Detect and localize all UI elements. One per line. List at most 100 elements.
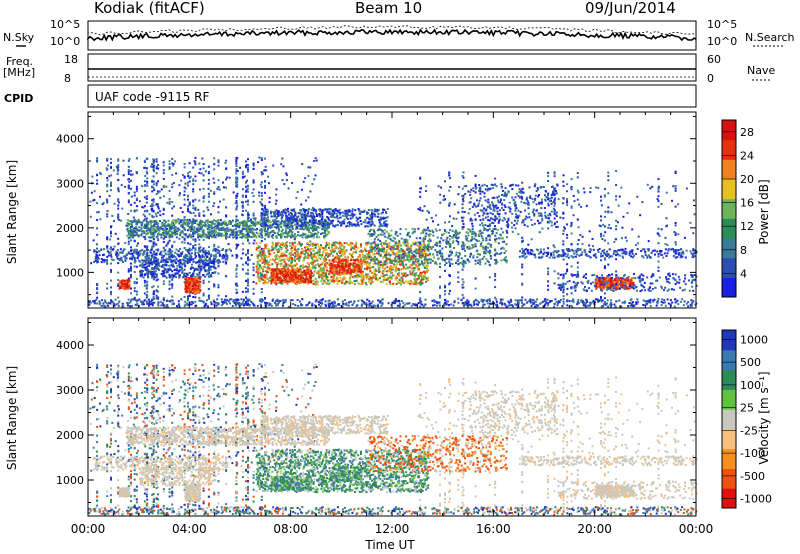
data-pixel xyxy=(300,226,303,229)
data-pixel xyxy=(146,231,149,233)
data-pixel xyxy=(477,301,480,304)
data-pixel xyxy=(453,203,456,206)
data-pixel xyxy=(181,231,184,234)
data-pixel xyxy=(325,241,328,244)
data-pixel xyxy=(236,236,239,239)
data-pixel xyxy=(657,266,660,269)
data-pixel xyxy=(91,175,94,178)
data-pixel xyxy=(181,251,184,254)
data-pixel xyxy=(433,299,435,302)
data-pixel xyxy=(213,163,216,165)
data-pixel xyxy=(245,209,247,212)
data-pixel xyxy=(494,275,497,278)
data-pixel xyxy=(258,220,261,223)
data-pixel xyxy=(154,253,157,256)
data-pixel xyxy=(328,226,330,228)
data-pixel xyxy=(135,265,138,268)
data-pixel xyxy=(314,264,317,267)
data-pixel xyxy=(117,188,120,191)
data-pixel xyxy=(647,301,650,304)
data-pixel xyxy=(423,250,426,252)
data-pixel xyxy=(277,220,280,223)
data-pixel xyxy=(607,179,610,182)
data-pixel xyxy=(118,201,120,204)
data-pixel xyxy=(488,305,491,308)
data-pixel xyxy=(207,187,210,190)
data-pixel xyxy=(588,230,591,233)
data-pixel xyxy=(127,213,130,215)
data-pixel xyxy=(252,179,255,182)
data-pixel xyxy=(262,225,265,228)
data-pixel xyxy=(142,206,145,209)
data-pixel xyxy=(192,218,195,221)
data-pixel xyxy=(186,195,189,198)
data-pixel xyxy=(368,300,371,303)
data-pixel xyxy=(589,187,592,189)
data-pixel xyxy=(145,285,148,288)
data-pixel xyxy=(219,222,222,225)
data-pixel xyxy=(155,182,158,185)
data-pixel xyxy=(279,211,281,214)
data-pixel xyxy=(157,180,160,183)
data-pixel xyxy=(168,273,171,276)
data-pixel xyxy=(607,263,610,266)
data-pixel xyxy=(222,181,224,184)
data-pixel xyxy=(306,236,309,239)
data-pixel xyxy=(113,304,116,307)
data-pixel xyxy=(282,302,285,305)
data-pixel xyxy=(202,196,205,199)
data-pixel xyxy=(576,189,579,192)
data-pixel xyxy=(280,214,283,217)
data-pixel xyxy=(215,227,218,230)
data-pixel xyxy=(246,236,249,239)
data-pixel xyxy=(367,221,370,223)
data-pixel xyxy=(196,273,199,276)
data-pixel xyxy=(577,299,580,301)
data-pixel xyxy=(312,229,315,232)
data-pixel xyxy=(189,267,192,270)
data-pixel xyxy=(124,255,127,258)
data-pixel xyxy=(207,165,210,168)
data-pixel xyxy=(171,214,174,217)
data-pixel xyxy=(217,286,220,289)
data-pixel xyxy=(547,247,550,250)
data-pixel xyxy=(233,236,236,238)
data-pixel xyxy=(281,216,284,219)
data-pixel xyxy=(190,222,193,225)
data-pixel xyxy=(143,259,146,262)
data-pixel xyxy=(365,303,367,306)
data-pixel xyxy=(151,215,154,217)
data-pixel xyxy=(198,162,201,165)
data-pixel xyxy=(100,304,103,307)
data-pixel xyxy=(150,262,152,264)
data-pixel xyxy=(146,221,149,224)
data-pixel xyxy=(448,254,451,257)
data-pixel xyxy=(213,283,216,286)
data-pixel xyxy=(207,280,210,283)
data-pixel xyxy=(219,253,222,256)
data-pixel xyxy=(270,235,273,238)
data-pixel xyxy=(209,230,212,233)
data-pixel xyxy=(196,274,199,277)
data-pixel xyxy=(197,251,200,254)
data-pixel xyxy=(342,220,345,223)
data-pixel xyxy=(268,302,271,305)
data-pixel xyxy=(162,247,165,250)
data-pixel xyxy=(183,260,186,263)
data-pixel xyxy=(200,223,203,226)
data-pixel xyxy=(225,262,228,265)
data-pixel xyxy=(365,250,368,253)
data-pixel xyxy=(257,161,260,164)
data-pixel xyxy=(200,268,203,271)
data-pixel xyxy=(207,264,210,267)
data-pixel xyxy=(412,303,415,305)
data-pixel xyxy=(106,245,109,248)
data-pixel xyxy=(168,283,171,286)
data-pixel xyxy=(297,215,300,218)
data-pixel xyxy=(195,261,197,264)
data-pixel xyxy=(199,188,201,191)
data-pixel xyxy=(376,215,379,218)
data-pixel xyxy=(610,302,613,305)
data-pixel xyxy=(241,242,244,245)
data-pixel xyxy=(172,231,175,234)
